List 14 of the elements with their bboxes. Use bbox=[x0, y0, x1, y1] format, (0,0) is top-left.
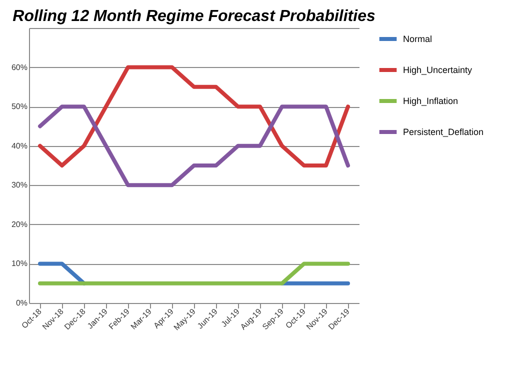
y-tick-label: 0% bbox=[16, 298, 28, 308]
legend-label: Persistent_Deflation bbox=[403, 127, 484, 137]
y-tick-label: 50% bbox=[11, 102, 28, 112]
y-tick-label: 40% bbox=[11, 141, 28, 150]
chart-title: Rolling 12 Month Regime Forecast Probabilities bbox=[12, 8, 376, 25]
y-tick-label: 60% bbox=[11, 62, 28, 72]
y-tick-label: 10% bbox=[11, 259, 28, 268]
legend-label: Normal bbox=[403, 34, 432, 44]
line-series bbox=[38, 65, 350, 168]
legend-label: High_Uncertainty bbox=[403, 65, 473, 75]
legend-label: High_Inflation bbox=[403, 96, 458, 106]
line-series bbox=[38, 104, 350, 188]
y-tick-label: 30% bbox=[11, 180, 28, 190]
y-tick-label: 20% bbox=[11, 220, 28, 229]
